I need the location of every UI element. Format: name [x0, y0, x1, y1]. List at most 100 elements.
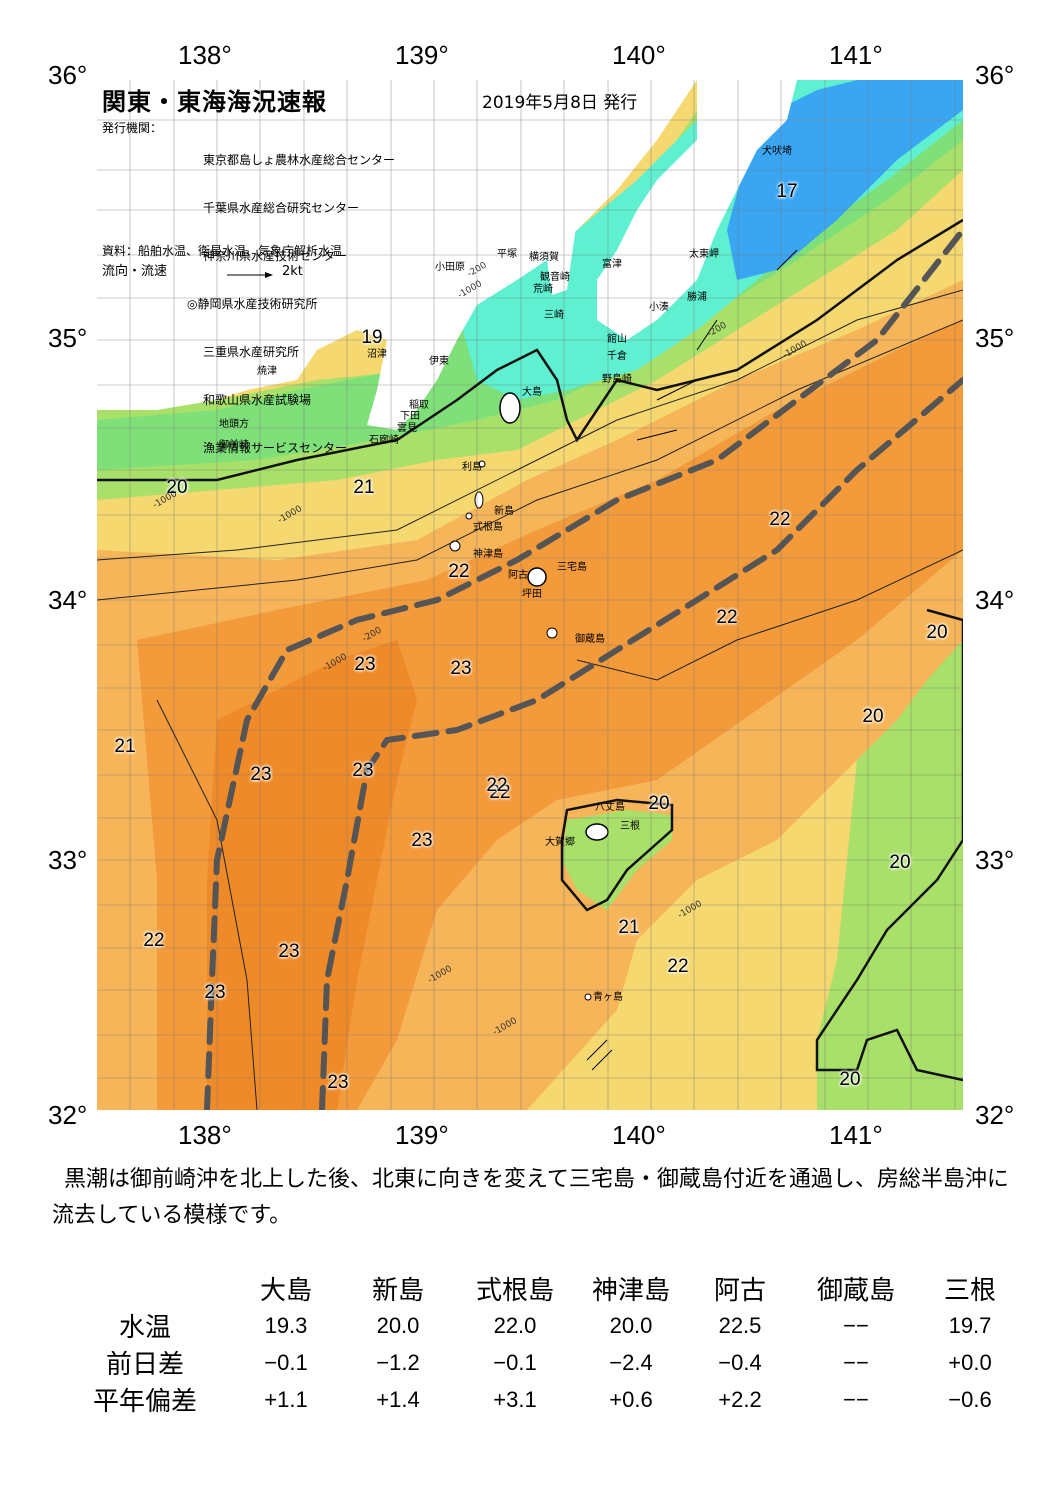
- kuroshio-axis: [204, 227, 963, 1110]
- island-miyakejima: [527, 567, 547, 587]
- isotherm-lines: [97, 218, 963, 1082]
- isotherm-label: 23: [327, 1072, 349, 1093]
- lat-label-33-right: 33°: [975, 845, 1015, 875]
- place-label: 下田: [400, 411, 420, 422]
- grid-lines: [97, 80, 963, 1110]
- isotherm-label: 22: [489, 782, 511, 803]
- place-label: 利島: [462, 462, 482, 473]
- table-cell: +1.4: [376, 1386, 420, 1412]
- lon-label-141: 141°: [829, 40, 883, 70]
- lat-label-34-right: 34°: [975, 585, 1015, 615]
- table-header-cell: 三根: [943, 1276, 996, 1306]
- lon-label-138-bottom: 138°: [178, 1120, 232, 1150]
- table-cell: 19.3: [264, 1312, 308, 1338]
- lon-label-140: 140°: [612, 40, 666, 70]
- table-row: 平年偏差 +1.1 +1.4 +3.1 +0.6 +2.2 −− −0.6: [60, 1381, 1022, 1418]
- lon-label-138: 138°: [178, 40, 232, 70]
- table-cell: 22.0: [493, 1312, 537, 1338]
- publisher-item: 東京都島しょ農林水産総合センター: [203, 153, 396, 167]
- isotherm-label: 20: [648, 793, 670, 814]
- lat-label-34-left: 34°: [48, 585, 88, 615]
- table-cell: 20.0: [376, 1312, 420, 1338]
- isotherm-label: 21: [353, 477, 375, 498]
- isotherm-label: 23: [411, 830, 433, 851]
- isotherm-label: 23: [204, 982, 226, 1003]
- land-miura: [547, 220, 577, 295]
- table-cell: −0.6: [948, 1386, 992, 1412]
- place-label: 大島: [522, 387, 542, 398]
- place-label: 新島: [494, 506, 514, 517]
- current-legend-speed: 2kt: [282, 264, 303, 279]
- lat-label-36-left: 36°: [48, 60, 88, 90]
- current-arrows: [586, 249, 798, 1071]
- place-label: 勝浦: [687, 292, 707, 303]
- current-legend-label: 流向・流速: [102, 264, 168, 279]
- place-label: 沼津: [367, 349, 387, 360]
- lat-label-36-right: 36°: [975, 60, 1015, 90]
- table-row: 水温 19.3 20.0 22.0 20.0 22.5 −− 19.7: [60, 1307, 1022, 1344]
- place-label: 三宅島: [557, 562, 587, 573]
- isotherm-label: 23: [250, 764, 272, 785]
- lat-label-33-left: 33°: [48, 845, 88, 875]
- place-label: 横須賀: [529, 252, 559, 263]
- table-header-row: 大島 新島 式根島 神津島 阿古 御蔵島 三根: [60, 1270, 1022, 1307]
- place-label: 青ヶ島: [593, 992, 623, 1003]
- lon-label-140-bottom: 140°: [612, 1120, 666, 1150]
- island-shikinejima: [465, 512, 473, 520]
- isotherm-label: 22: [143, 930, 165, 951]
- place-label: 荒崎: [533, 284, 553, 295]
- row-label: 水温: [118, 1313, 171, 1343]
- lon-label-139: 139°: [395, 40, 449, 70]
- sea-temperature-map: 関東・東海海況速報 2019年5月8日 発行 発行機関： 東京都島しょ農林水産総…: [97, 80, 963, 1110]
- table-row: 前日差 −0.1 −1.2 −0.1 −2.4 −0.4 −− +0.0: [60, 1344, 1022, 1381]
- summary-text: 黒潮は御前崎沖を北上した後、北東に向きを変えて三宅島・御蔵島付近を通過し、房総半…: [52, 1167, 1009, 1228]
- island-mikurajima: [546, 627, 558, 639]
- island-toshima: [478, 460, 486, 468]
- place-label: 大賀郷: [545, 837, 575, 848]
- isotherm-label: 22: [667, 956, 689, 977]
- island-niijima: [474, 491, 484, 509]
- table-cell: −2.4: [609, 1349, 653, 1375]
- lat-label-35-right: 35°: [975, 323, 1015, 353]
- isotherm-label: 20: [166, 477, 188, 498]
- table-cell: −−: [843, 1312, 869, 1338]
- map-canvas: [97, 80, 963, 1110]
- table-header-cell: 神津島: [591, 1276, 670, 1306]
- table-cell: +2.2: [718, 1386, 762, 1412]
- place-label: 富津: [602, 259, 622, 270]
- isotherm-label: 19: [361, 327, 383, 348]
- place-label: 千倉: [607, 351, 627, 362]
- lat-label-35-left: 35°: [48, 323, 88, 353]
- table-cell: +0.6: [609, 1386, 653, 1412]
- place-label: 阿古: [508, 570, 528, 581]
- table-cell: −0.1: [493, 1349, 537, 1375]
- table-cell: +3.1: [493, 1386, 537, 1412]
- place-label: 神津島: [473, 549, 503, 560]
- table-cell: −1.2: [376, 1349, 420, 1375]
- sea-band-cold-blue: [727, 80, 963, 280]
- lat-label-32-left: 32°: [48, 1100, 88, 1130]
- table-header-cell: 御蔵島: [816, 1276, 895, 1306]
- island-aogashima: [584, 993, 592, 1001]
- isotherm-label: 23: [278, 941, 300, 962]
- isotherm-label: 21: [114, 736, 136, 757]
- place-label: 八丈島: [595, 802, 625, 813]
- table-header-cell: 式根島: [475, 1276, 554, 1306]
- publisher-item: 漁業情報サービスセンター: [203, 441, 348, 455]
- table-cell: 19.7: [948, 1312, 992, 1338]
- isotherm-label: 22: [769, 509, 791, 530]
- table-cell: −0.4: [718, 1349, 762, 1375]
- isotherm-label: 22: [486, 775, 508, 796]
- place-label: 稲取: [409, 400, 429, 411]
- lon-label-139-bottom: 139°: [395, 1120, 449, 1150]
- place-label: 焼津: [257, 366, 277, 377]
- publisher-label: 発行機関：: [102, 121, 163, 135]
- publisher-item: ◎静岡県水産技術研究所: [187, 297, 318, 311]
- isotherm-label: 23: [450, 658, 472, 679]
- place-label: 小湊: [649, 302, 669, 313]
- place-label: 三根: [620, 821, 640, 832]
- isotherm-label: 20: [839, 1069, 861, 1090]
- place-label: 御蔵島: [575, 634, 605, 645]
- issue-date: 2019年5月8日 発行: [482, 93, 638, 113]
- place-label: 館山: [607, 334, 627, 345]
